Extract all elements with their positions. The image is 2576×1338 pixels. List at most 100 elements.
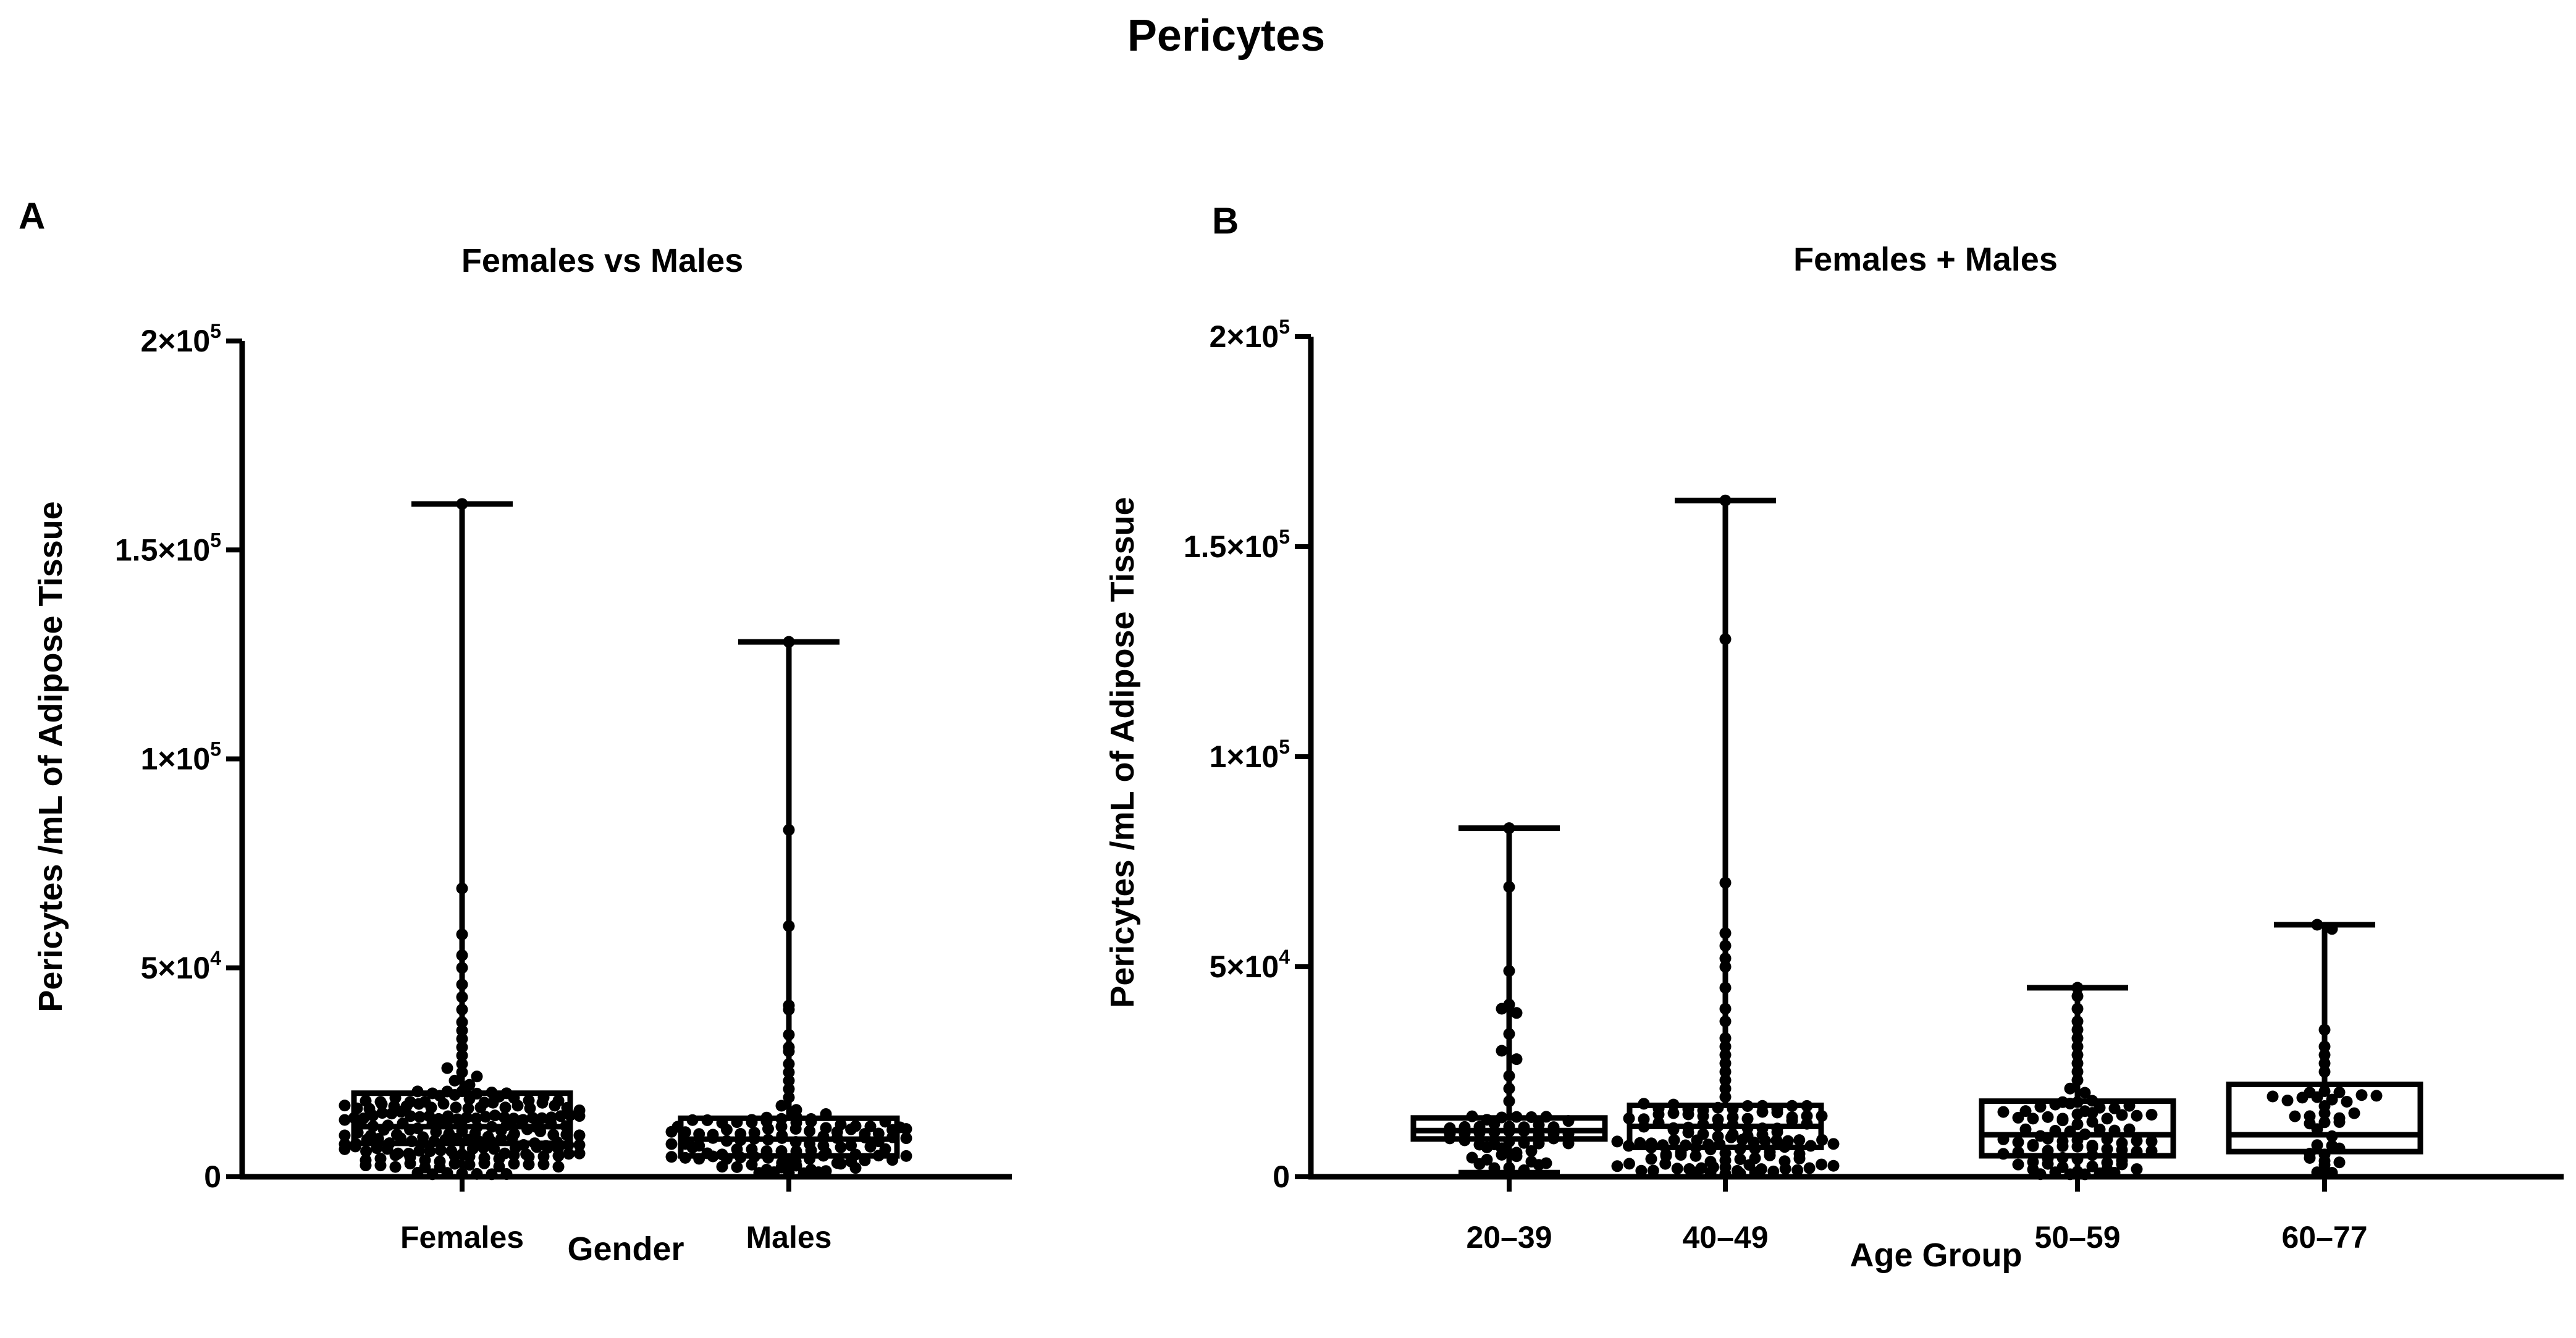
data-point	[508, 1149, 520, 1161]
data-point	[524, 1102, 536, 1114]
data-point	[2318, 1107, 2331, 1119]
data-point	[2116, 1158, 2128, 1171]
data-point	[573, 1110, 586, 1122]
data-point	[2267, 1090, 2279, 1103]
data-point	[339, 1100, 351, 1112]
data-point	[2086, 1160, 2098, 1172]
data-point	[479, 1111, 492, 1123]
data-point	[537, 1158, 550, 1171]
data-point	[1488, 1117, 1501, 1130]
data-point	[2304, 1151, 2316, 1164]
data-point	[462, 1102, 474, 1114]
x-axis-label: Age Group	[1850, 1237, 2022, 1274]
y-tick-label: 1×105	[141, 738, 221, 776]
data-point	[552, 1150, 565, 1162]
panel-title: Females + Males	[1793, 241, 2058, 278]
data-point	[746, 1158, 758, 1171]
data-point	[474, 1101, 487, 1114]
data-point	[1510, 1007, 1523, 1019]
data-point	[2145, 1108, 2158, 1121]
data-point	[367, 1109, 379, 1122]
data-point	[1635, 1164, 1648, 1177]
data-point	[2341, 1095, 2353, 1108]
data-point	[360, 1159, 372, 1172]
data-point	[463, 1159, 476, 1171]
data-point	[2064, 1082, 2076, 1095]
data-point	[1533, 1159, 1545, 1171]
data-point	[845, 1123, 857, 1135]
data-point	[2296, 1092, 2309, 1104]
data-point	[665, 1138, 678, 1150]
y-axis-label: Pericytes /mL of Adipose Tissue	[1104, 497, 1141, 1008]
data-point	[555, 1110, 567, 1122]
data-point	[789, 1122, 802, 1135]
data-point	[1827, 1138, 1840, 1150]
data-point	[463, 1093, 476, 1105]
data-point	[1816, 1158, 1828, 1171]
data-point	[835, 1141, 847, 1153]
data-point	[456, 1114, 468, 1127]
data-point	[2027, 1140, 2039, 1152]
iqr-box	[1979, 1098, 2176, 1159]
data-point	[389, 1161, 402, 1173]
data-point	[2355, 1089, 2368, 1101]
data-point	[448, 1074, 461, 1087]
data-point	[2145, 1135, 2158, 1148]
data-point	[775, 1121, 788, 1133]
data-point	[424, 1145, 436, 1158]
data-point	[2101, 1113, 2113, 1125]
data-point	[790, 1159, 802, 1172]
data-point	[441, 1062, 453, 1074]
data-point	[404, 1158, 416, 1170]
data-point	[523, 1158, 535, 1171]
data-point	[1803, 1162, 1816, 1174]
data-point	[1827, 1159, 1840, 1172]
y-tick-label: 5×104	[1210, 946, 1290, 984]
data-point	[1496, 1045, 1508, 1057]
data-point	[385, 1108, 398, 1120]
data-point	[1645, 1153, 1657, 1165]
category-label-60-77: 60–77	[2281, 1220, 2367, 1255]
data-point	[471, 1071, 483, 1083]
data-point	[339, 1129, 351, 1142]
data-point	[1793, 1152, 1806, 1164]
data-point	[1764, 1149, 1776, 1161]
data-point	[1786, 1114, 1798, 1127]
data-point	[2131, 1163, 2143, 1176]
data-point	[1771, 1106, 1783, 1119]
data-point	[1668, 1134, 1680, 1147]
data-point	[549, 1100, 561, 1112]
data-point	[716, 1161, 728, 1173]
data-point	[1510, 1150, 1523, 1163]
data-point	[900, 1123, 912, 1135]
data-point	[731, 1161, 743, 1173]
data-point	[376, 1098, 388, 1110]
y-tick-label: 1.5×105	[115, 529, 221, 567]
y-tick-label: 0	[1273, 1159, 1290, 1194]
box-group-females	[339, 498, 586, 1180]
y-tick-label: 1×105	[1210, 736, 1290, 774]
data-point	[536, 1112, 548, 1124]
category-label-50-59: 50–59	[2034, 1220, 2120, 1255]
data-point	[2333, 1086, 2346, 1098]
data-point	[339, 1114, 351, 1126]
data-point	[1759, 1135, 1771, 1147]
data-point	[360, 1145, 373, 1158]
data-point	[1611, 1160, 1623, 1172]
data-point	[413, 1098, 425, 1110]
data-point	[1690, 1150, 1702, 1162]
data-point	[552, 1161, 565, 1173]
category-label-20-39: 20–39	[1466, 1220, 1552, 1255]
data-point	[1734, 1153, 1746, 1166]
data-point	[563, 1148, 575, 1160]
box-group-40-49	[1611, 494, 1840, 1180]
data-point	[499, 1101, 511, 1114]
data-point	[1611, 1135, 1623, 1148]
data-point	[508, 1158, 520, 1170]
data-point	[389, 1149, 402, 1161]
data-point	[1779, 1163, 1791, 1175]
data-point	[2071, 1118, 2084, 1130]
category-label-females: Females	[400, 1220, 524, 1255]
data-point	[493, 1161, 505, 1173]
